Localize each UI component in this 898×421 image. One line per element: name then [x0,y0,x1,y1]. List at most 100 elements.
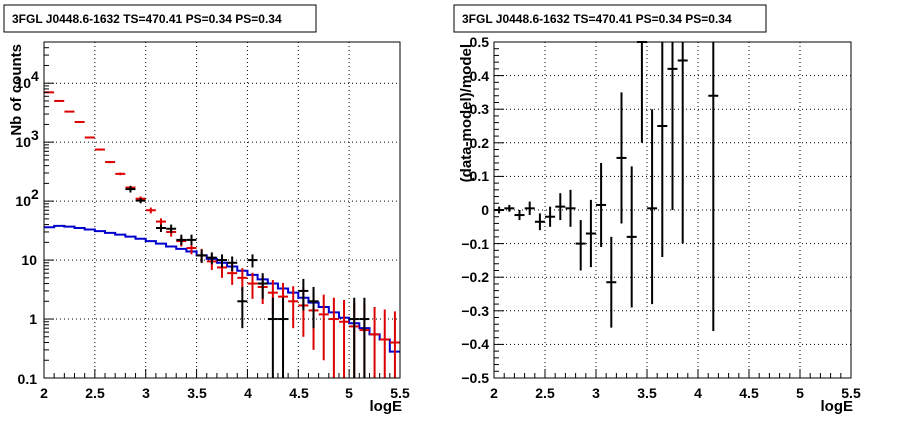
left-model-point [328,297,339,378]
right-data-points [494,41,719,331]
left-y-axis-title: Nb of counts [8,44,25,136]
right-residual-point [626,166,637,308]
right-x-tick-label: 5.5 [841,385,861,401]
right-x-tick-label: 3 [592,385,600,401]
left-model-point [247,272,258,299]
left-data-point [125,186,136,193]
left-data-point [298,278,309,311]
left-y-tick-label: 10 [15,75,31,91]
right-title: 3FGL J0448.6-1632 TS=470.41 PS=0.34 PS=0… [462,12,732,26]
left-grid [44,42,400,378]
left-data-point [227,256,238,272]
right-residual-point [514,210,525,221]
right-residual-point [545,206,556,227]
right-y-tick-label: 0.2 [470,135,490,151]
right-x-tick-label: 5 [796,385,804,401]
left-x-axis-title: logE [370,398,403,415]
left-y-tick-label: 10 [15,134,31,150]
left-data-points [125,186,370,378]
left-model-point [64,110,75,113]
left-title: 3FGL J0448.6-1632 TS=470.41 PS=0.34 PS=0… [12,12,282,26]
left-x-tick-label: 4 [244,385,252,401]
right-residual-point [606,236,617,328]
right-x-tick-labels: 2 2.5 3 3.5 4 4.5 5 5.5 [490,385,861,401]
right-residual-point [657,42,668,258]
left-model-point [115,172,126,176]
left-y-tick-label: 10 [15,193,31,209]
left-x-tick-label: 2 [40,385,48,401]
left-model-point [369,307,380,378]
left-data-point [349,297,360,378]
left-data-point [237,286,248,329]
left-model-point [84,136,95,139]
right-residual-point [534,213,545,231]
right-y-tick-label: 0.4 [470,68,490,84]
left-panel: 3FGL J0448.6-1632 TS=470.41 PS=0.34 PS=0… [3,4,410,415]
right-y-tick-label: −0.2 [461,269,489,285]
right-residual-point [596,162,607,247]
left-model-point [379,309,390,378]
left-y-tick-label: 1 [29,311,37,327]
right-residual-point [708,42,719,331]
left-data-point [166,224,177,233]
left-x-tick-label: 3.5 [187,385,207,401]
right-plot-frame [493,41,852,379]
left-model-step-line [44,224,400,353]
left-title-box [3,4,317,33]
right-grid [494,42,851,378]
right-y-tick-label: 0 [481,202,489,218]
left-model-point [145,207,156,214]
right-residual-point [504,204,515,212]
right-y-tick-label: −0.4 [461,336,489,352]
left-data-point [176,234,187,246]
left-y-tick-label: 0.1 [18,371,38,387]
left-y-tick-exponent: 3 [31,127,39,143]
right-y-tick-labels: −0.5 −0.4 −0.3 −0.2 −0.1 0 0.1 0.2 0.3 0… [461,34,489,386]
left-data-point [135,198,146,204]
left-y-tick-exponent: 4 [31,68,39,84]
right-residual-point [585,199,596,268]
left-ticks [43,41,401,379]
right-residual-point [555,193,566,221]
left-x-tick-label: 2.5 [85,385,105,401]
right-residual-point [647,109,658,305]
left-model-point [74,120,85,123]
right-residual-point [565,189,576,227]
left-data-point [247,254,258,268]
left-data-point [206,252,217,265]
right-x-tick-label: 2 [490,385,498,401]
left-model-line [44,224,400,353]
left-data-point [267,297,278,378]
left-model-point [54,99,65,102]
right-title-box [453,4,767,33]
right-x-tick-label: 3.5 [637,385,657,401]
left-data-point [308,286,319,329]
left-y-tick-exponent: 2 [31,186,39,202]
left-model-point [94,148,105,151]
left-plot-frame [43,41,401,379]
left-model-point [105,160,116,164]
left-model-point [339,300,350,378]
left-model-point [389,311,400,378]
left-x-tick-label: 5 [345,385,353,401]
left-x-tick-label: 5.5 [390,385,410,401]
right-residual-point [667,42,678,210]
left-data-point [196,249,207,263]
left-x-tick-labels: 2 2.5 3 3.5 4 4.5 5 5.5 [40,385,410,401]
left-model-point [318,294,329,361]
right-residual-point [616,92,627,224]
left-data-point [278,297,289,378]
right-panel: 3FGL J0448.6-1632 TS=470.41 PS=0.34 PS=0… [453,4,861,415]
left-model-points [44,91,400,378]
left-data-point [186,234,197,246]
right-residual-point [636,41,647,143]
left-model-point [155,218,166,226]
right-x-tick-label: 2.5 [535,385,555,401]
left-data-point [257,273,268,299]
right-residual-point [524,201,535,216]
left-y-tick-labels: 0.1 1 10 10 2 10 3 10 4 [15,68,39,387]
left-data-point [155,224,166,232]
right-y-tick-label: 0.1 [470,168,490,184]
